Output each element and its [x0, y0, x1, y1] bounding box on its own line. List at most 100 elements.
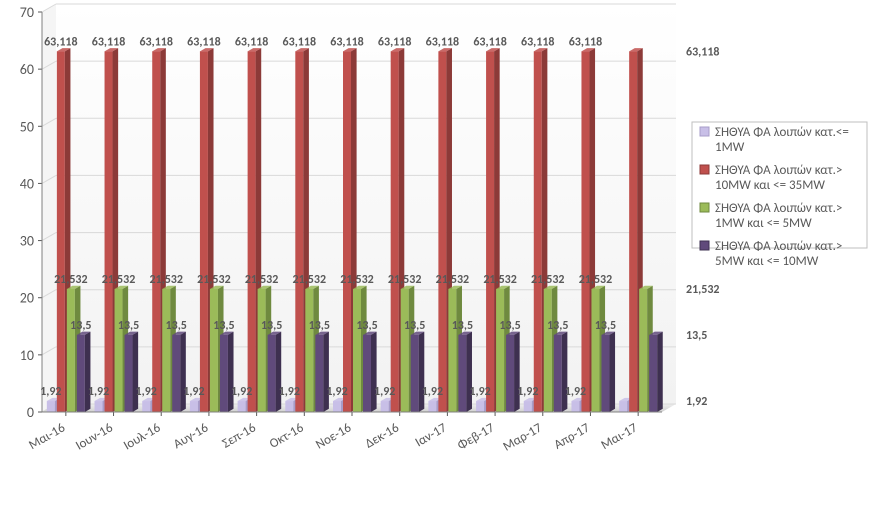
- x-category-label: Φεβ-17: [455, 420, 497, 453]
- data-label: 21,532: [245, 273, 279, 287]
- data-label: 13,5: [118, 319, 139, 333]
- data-label: 21,532: [579, 273, 613, 287]
- data-label: 1,92: [136, 385, 157, 399]
- bar-front: [343, 51, 351, 412]
- data-label: 1,92: [469, 385, 490, 399]
- bar-front: [649, 335, 657, 412]
- data-label: 63,118: [235, 35, 269, 49]
- data-label: 13,5: [309, 319, 330, 333]
- y-tick-label: 20: [20, 290, 34, 307]
- bar-front: [411, 335, 419, 412]
- bar-front: [172, 335, 180, 412]
- data-label: 63,118: [330, 35, 364, 49]
- data-label: 1,92: [40, 385, 61, 399]
- data-label: 63,118: [283, 35, 317, 49]
- legend-label: ΣΗΘΥΑ ΦΑ λοιπών κατ.>: [715, 201, 842, 216]
- bar-front: [486, 51, 494, 412]
- data-label: 63,118: [426, 35, 460, 49]
- y-tick-label: 60: [20, 61, 34, 78]
- bar-front: [305, 289, 313, 412]
- data-label: 21,532: [340, 273, 374, 287]
- data-label: 13,5: [166, 319, 187, 333]
- data-label: 13,5: [595, 319, 616, 333]
- bar-front: [506, 335, 514, 412]
- data-label: 13,5: [499, 319, 520, 333]
- bar-side: [85, 332, 91, 412]
- y-tick-label: 0: [27, 404, 34, 421]
- bar-side: [562, 332, 568, 412]
- legend-label: ΣΗΘΥΑ ΦΑ λοιπών κατ.<=: [715, 125, 849, 140]
- y-tick-label: 70: [20, 4, 34, 21]
- bar-side: [419, 332, 425, 412]
- data-label: 63,118: [92, 35, 126, 49]
- bar-front: [152, 51, 160, 412]
- bar-front: [554, 335, 562, 412]
- bar-side: [228, 332, 234, 412]
- bar-front: [162, 289, 170, 412]
- data-label: 13,5: [547, 319, 568, 333]
- bar-front: [428, 401, 436, 412]
- data-label-right: 21,532: [686, 283, 720, 297]
- x-category-label: Σεπ-16: [220, 420, 259, 451]
- data-label: 13,5: [404, 319, 425, 333]
- data-label: 21,532: [436, 273, 470, 287]
- bar-side: [133, 332, 139, 412]
- x-category-label: Ιουν-16: [73, 420, 116, 453]
- legend-label: 1MW και <= 5MW: [715, 216, 812, 231]
- chart-container: 010203040506070Μαι-16Ιουν-16Ιουλ-16Αυγ-1…: [0, 0, 873, 516]
- data-label: 13,5: [452, 319, 473, 333]
- data-label: 13,5: [70, 319, 91, 333]
- bar-front: [295, 51, 303, 412]
- bar-front: [115, 289, 123, 412]
- x-category-label: Μαι-16: [26, 420, 68, 453]
- bar-front: [524, 401, 532, 412]
- legend-marker: [700, 127, 709, 136]
- bar-front: [363, 335, 371, 412]
- bar-front: [353, 289, 361, 412]
- bar-side: [180, 332, 186, 412]
- data-label: 63,118: [139, 35, 173, 49]
- bar-front: [95, 401, 103, 412]
- bar-front: [285, 401, 293, 412]
- bar-front: [639, 289, 647, 412]
- data-label: 1,92: [183, 385, 204, 399]
- data-label: 63,118: [569, 35, 603, 49]
- bar-front: [391, 51, 399, 412]
- legend-marker: [700, 203, 709, 212]
- data-label: 13,5: [261, 319, 282, 333]
- x-category-label: Ιαν-17: [413, 420, 450, 450]
- x-category-label: Αυγ-16: [171, 420, 211, 452]
- bar-front: [315, 335, 323, 412]
- data-label: 1,92: [374, 385, 395, 399]
- bar-side: [514, 332, 520, 412]
- bar-front: [458, 335, 466, 412]
- bar-front: [268, 335, 276, 412]
- data-label: 63,118: [473, 35, 507, 49]
- y-tick-label: 30: [20, 233, 34, 250]
- bar-front: [105, 51, 113, 412]
- data-label: 21,532: [531, 273, 565, 287]
- bar-front: [438, 51, 446, 412]
- data-label: 1,92: [279, 385, 300, 399]
- bar-front: [190, 401, 198, 412]
- bar-side: [276, 332, 282, 412]
- data-label: 13,5: [213, 319, 234, 333]
- bar-side: [323, 332, 329, 412]
- legend-label: ΣΗΘΥΑ ΦΑ λοιπών κατ.>: [715, 163, 842, 178]
- data-label: 1,92: [88, 385, 109, 399]
- bar-front: [591, 289, 599, 412]
- x-category-label: Νοε-16: [313, 420, 354, 452]
- bar-front: [629, 51, 637, 412]
- bar-front: [125, 335, 133, 412]
- legend-marker: [700, 241, 709, 250]
- legend-marker: [700, 165, 709, 174]
- legend-label: 5MW και <= 10MW: [715, 254, 819, 269]
- x-category-label: Οκτ-16: [267, 420, 307, 452]
- bar-front: [57, 51, 65, 412]
- bar-side: [371, 332, 377, 412]
- data-label: 1,92: [231, 385, 252, 399]
- data-label: 21,532: [483, 273, 517, 287]
- x-category-label: Μαρ-17: [501, 420, 545, 454]
- data-label: 63,118: [44, 35, 78, 49]
- legend-label: 1MW: [715, 140, 745, 155]
